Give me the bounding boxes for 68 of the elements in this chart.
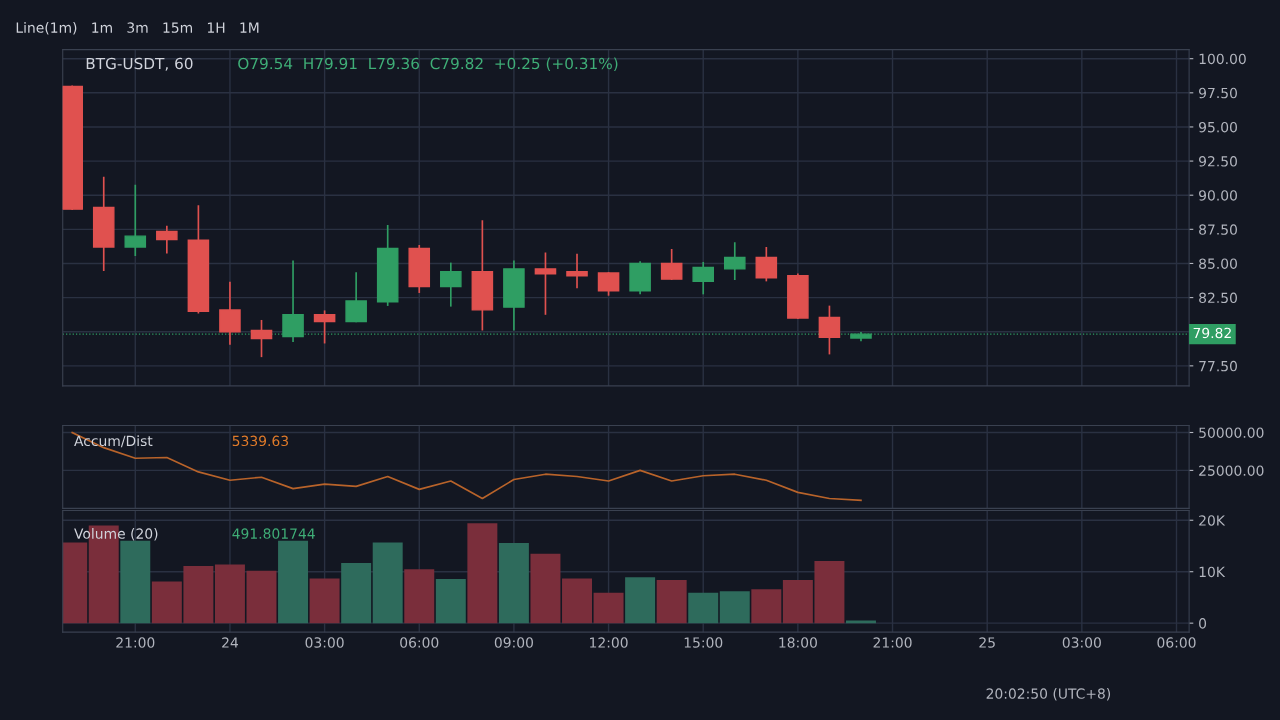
y-tick-label: 92.50	[1199, 156, 1237, 167]
candlestick	[440, 262, 462, 307]
candlestick	[723, 242, 746, 280]
x-tick-label: 06:00	[400, 637, 439, 648]
y-tick-label: 85.00	[1199, 258, 1237, 269]
annotation: 5339.63	[232, 435, 288, 447]
bar	[625, 577, 656, 624]
x-tick-label: 21:00	[116, 637, 155, 648]
bar	[372, 542, 403, 624]
y-tick-label: 97.50	[1199, 87, 1237, 99]
text: Line(1m) 1m 3m 15m 1H 1M	[16, 22, 259, 35]
bar	[562, 578, 592, 624]
x-tick-label: 06:00	[1157, 637, 1196, 648]
bar	[688, 592, 719, 624]
bar	[120, 540, 151, 624]
bar	[719, 591, 750, 624]
candlestick	[156, 225, 178, 254]
x-tick-label: 25	[979, 637, 995, 648]
x-tick-label: 03:00	[1062, 637, 1101, 648]
x-tick-label: 18:00	[779, 637, 817, 648]
y-tick-label: 90.00	[1199, 190, 1237, 201]
candlestick	[755, 246, 778, 282]
text: 20:02:50 (UTC+8)	[986, 688, 1111, 701]
ref-line-label: 79.82	[1193, 327, 1231, 339]
y-tick-label: 25000.00	[1199, 465, 1264, 476]
y-tick-label: 77.50	[1199, 360, 1237, 372]
x-tick-label: 21:00	[873, 637, 912, 648]
x-tick-label: 15:00	[684, 637, 723, 648]
bar	[498, 542, 529, 624]
bar	[593, 592, 624, 624]
bar	[467, 523, 498, 624]
bar	[214, 564, 245, 624]
candlestick	[250, 319, 273, 358]
y-tick-label: 10K	[1199, 566, 1226, 578]
annotation: 491.801744	[232, 528, 315, 539]
x-tick-label: 12:00	[590, 637, 628, 648]
y-tick-label: 95.00	[1199, 121, 1237, 133]
x-tick-label: 24	[222, 637, 238, 648]
candlestick	[660, 248, 683, 280]
bar	[309, 578, 340, 624]
candlestick	[124, 184, 147, 257]
y-tick-label: 100.00	[1199, 53, 1246, 65]
bar	[278, 540, 309, 624]
bar	[341, 562, 372, 624]
candlestick	[597, 272, 620, 296]
y-tick-label: 50000.00	[1199, 427, 1264, 438]
y-tick-label: 20K	[1199, 515, 1226, 526]
bar	[435, 578, 466, 624]
x-tick-label: 09:00	[494, 637, 533, 648]
bar	[404, 569, 435, 624]
candlestick	[566, 253, 588, 289]
annotation: O79.54 H79.91 L79.36 C79.82 +0.25 (+0.31%)	[238, 57, 618, 72]
candlestick	[313, 310, 336, 344]
bar	[246, 570, 277, 624]
candlestick	[345, 272, 367, 323]
bar	[530, 553, 561, 624]
bar	[656, 579, 687, 624]
line-series	[71, 431, 862, 502]
x-tick-label: 03:00	[305, 637, 344, 648]
y-tick-label: 87.50	[1199, 224, 1237, 235]
candlestick	[534, 252, 557, 315]
y-tick-label: 82.50	[1199, 292, 1237, 304]
y-tick-label: 0	[1199, 618, 1207, 629]
candlestick	[818, 305, 841, 355]
bar	[751, 589, 782, 624]
candlestick	[692, 261, 715, 295]
chart-title: BTG-USDT, 60	[86, 57, 193, 71]
candlestick	[219, 281, 241, 345]
